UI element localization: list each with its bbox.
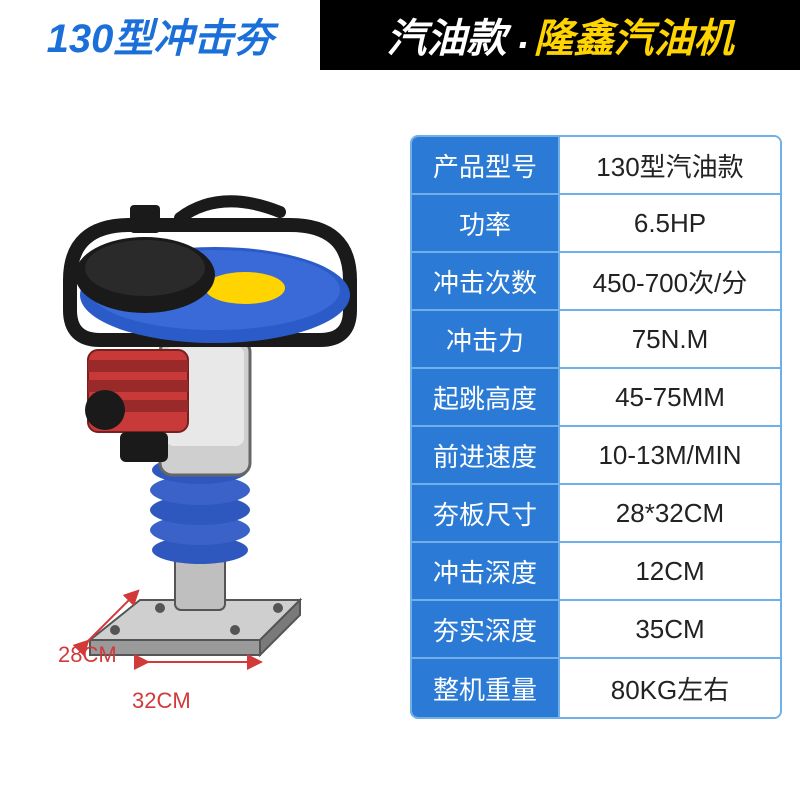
spec-value: 6.5HP (560, 195, 780, 251)
spec-label: 冲击力 (412, 311, 560, 367)
spec-row: 夯实深度35CM (412, 601, 780, 659)
spec-row: 功率6.5HP (412, 195, 780, 253)
spec-row: 产品型号130型汽油款 (412, 137, 780, 195)
product-model-title: 130型冲击夯 (47, 6, 274, 64)
spec-row: 整机重量80KG左右 (412, 659, 780, 717)
spec-value: 28*32CM (560, 485, 780, 541)
spec-label: 冲击深度 (412, 543, 560, 599)
spec-value: 45-75MM (560, 369, 780, 425)
spec-label: 功率 (412, 195, 560, 251)
spec-label: 夯实深度 (412, 601, 560, 657)
spec-row: 冲击次数450-700次/分 (412, 253, 780, 311)
spec-label: 整机重量 (412, 659, 560, 717)
separator-dot: . (518, 13, 529, 58)
spec-value: 130型汽油款 (560, 137, 780, 193)
spec-label: 前进速度 (412, 427, 560, 483)
spec-label: 冲击次数 (412, 253, 560, 309)
spec-value: 35CM (560, 601, 780, 657)
spec-row: 夯板尺寸28*32CM (412, 485, 780, 543)
product-image-area: 28CM 32CM (0, 70, 400, 800)
spec-value: 12CM (560, 543, 780, 599)
spec-label: 产品型号 (412, 137, 560, 193)
spec-value: 75N.M (560, 311, 780, 367)
spec-value: 80KG左右 (560, 659, 780, 717)
spec-row: 冲击力75N.M (412, 311, 780, 369)
spec-value: 450-700次/分 (560, 253, 780, 309)
header-title-right: 汽油款 . 隆鑫汽油机 (320, 0, 800, 70)
spec-table: 产品型号130型汽油款功率6.5HP冲击次数450-700次/分冲击力75N.M… (410, 135, 782, 719)
spec-value: 10-13M/MIN (560, 427, 780, 483)
spec-row: 起跳高度45-75MM (412, 369, 780, 427)
tamping-rammer-illustration (30, 110, 370, 670)
engine-brand-label: 隆鑫汽油机 (534, 6, 734, 64)
spec-label: 夯板尺寸 (412, 485, 560, 541)
spec-row: 前进速度10-13M/MIN (412, 427, 780, 485)
spec-row: 冲击深度12CM (412, 543, 780, 601)
content-area: 28CM 32CM 产品型号130型汽油款功率6.5HP冲击次数450-700次… (0, 70, 800, 800)
dimension-depth-label: 32CM (132, 688, 191, 714)
dimension-width-label: 28CM (58, 642, 117, 668)
header-bar: 130型冲击夯 汽油款 . 隆鑫汽油机 (0, 0, 800, 70)
spec-label: 起跳高度 (412, 369, 560, 425)
fuel-type-label: 汽油款 (386, 6, 506, 64)
header-title-left: 130型冲击夯 (0, 0, 320, 70)
